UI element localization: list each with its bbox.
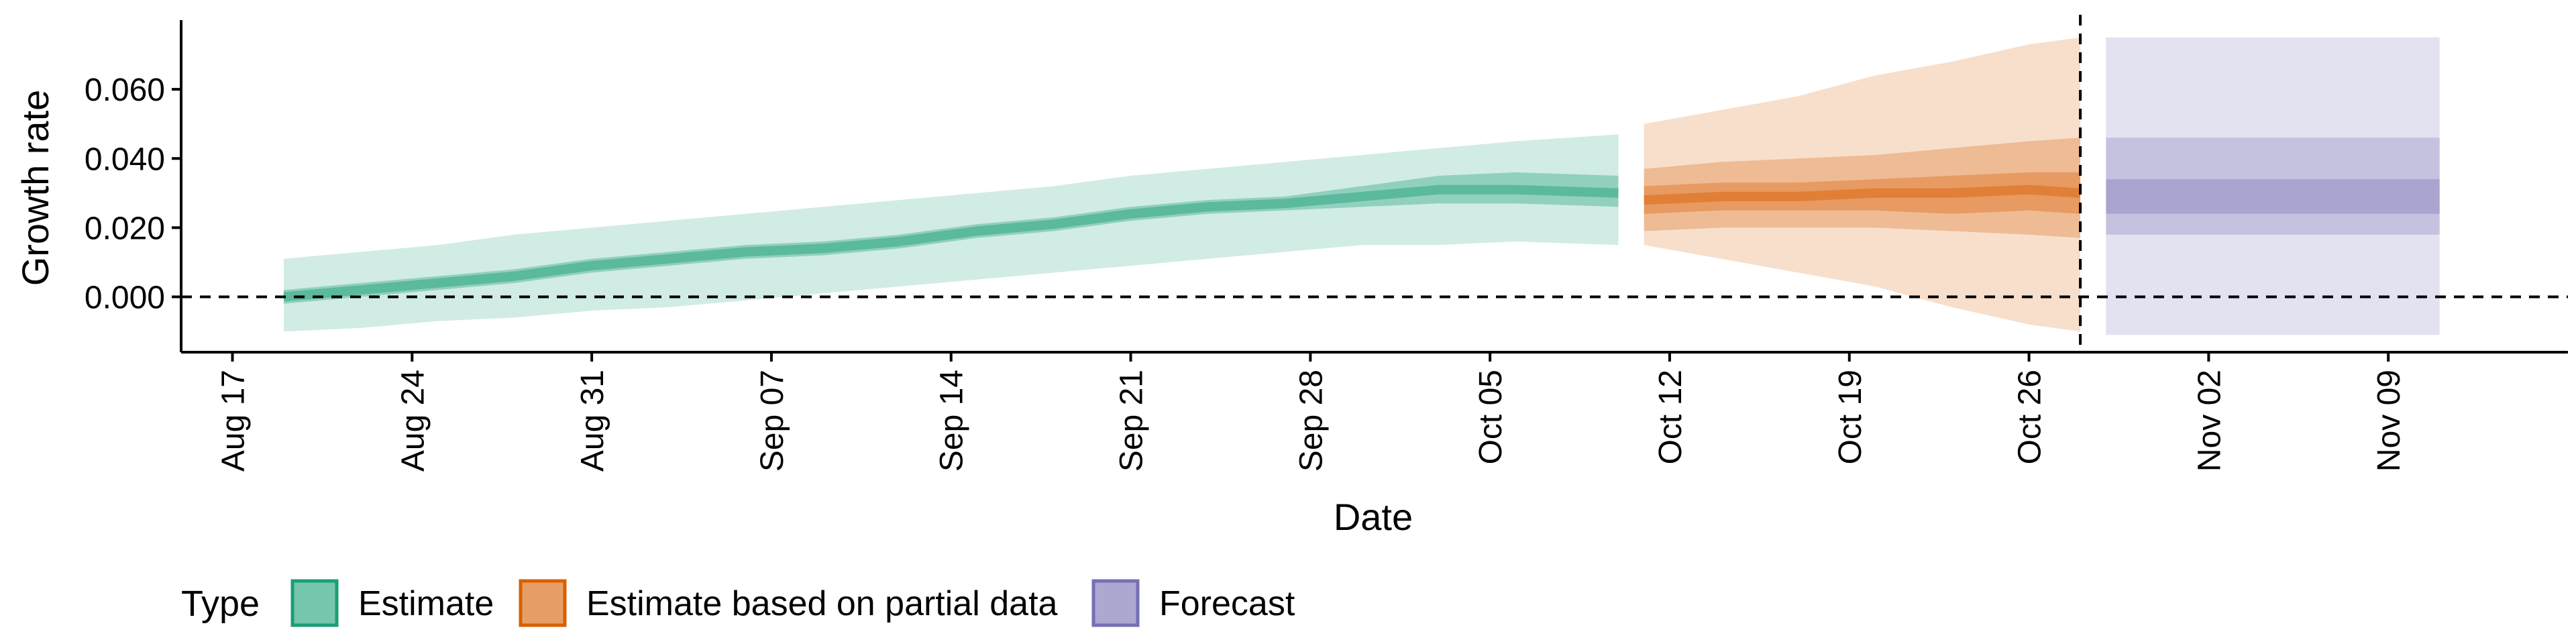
- x-axis-label: Date: [1334, 496, 1413, 538]
- band-50-series-1: [1644, 138, 2081, 238]
- band-90-series-1: [1644, 37, 2081, 332]
- x-tick-label: Oct 26: [2012, 370, 2048, 464]
- x-tick-label: Sep 28: [1293, 370, 1329, 472]
- legend-label-2: Estimate based on partial data: [586, 584, 1058, 623]
- x-tick-label: Oct 19: [1833, 370, 1868, 464]
- x-tick-label: Oct 12: [1653, 370, 1688, 464]
- legend-key-3: [1091, 579, 1140, 627]
- band-50-series-2: [2106, 138, 2440, 235]
- median-line-series-0: [283, 184, 1619, 302]
- x-tick-label: Aug 17: [216, 370, 252, 472]
- x-tick-label: Oct 05: [1473, 370, 1509, 464]
- x-tick-label: Nov 09: [2371, 370, 2407, 472]
- y-tick-label: 0.040: [85, 142, 165, 177]
- bands-layer: [283, 37, 2440, 335]
- legend-key-2: [519, 579, 567, 627]
- reference-lines: [181, 15, 2568, 352]
- x-tick-label: Sep 07: [755, 370, 790, 472]
- band-20-series-0: [284, 172, 1619, 304]
- y-tick-label: 0.000: [85, 280, 165, 316]
- x-tick-label: Sep 21: [1114, 370, 1150, 472]
- legend: Type Estimate Estimate based on partial d…: [181, 579, 1295, 627]
- median-line-series-1: [1644, 184, 2081, 205]
- x-tick-label: Aug 31: [575, 370, 610, 472]
- legend-title: Type: [181, 584, 260, 624]
- band-20-series-2: [2106, 179, 2440, 214]
- y-tick-label: 0.060: [85, 72, 165, 108]
- y-tick-label: 0.020: [85, 211, 165, 246]
- legend-key-1: [290, 579, 339, 627]
- legend-label-1: Estimate: [358, 584, 494, 623]
- x-tick-label: Nov 02: [2192, 370, 2227, 472]
- x-tick-label: Sep 14: [934, 370, 970, 472]
- y-axis-label: Growth rate: [14, 90, 56, 286]
- band-90-series-2: [2106, 37, 2440, 335]
- band-20-series-1: [1644, 172, 2081, 214]
- band-90-series-0: [284, 134, 1619, 332]
- axes-layer: 0.000 0.020 0.040 0.060 Aug 17 Aug 24 Aug 31 Se…: [85, 20, 2568, 472]
- legend-label-3: Forecast: [1159, 584, 1295, 623]
- x-tick-label: Aug 24: [395, 370, 431, 472]
